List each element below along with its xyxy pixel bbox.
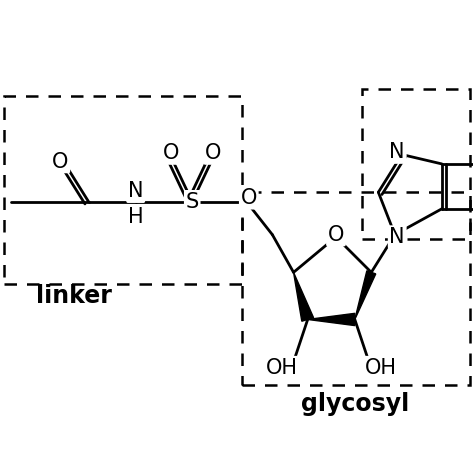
Text: N: N: [390, 142, 405, 162]
Text: S: S: [186, 191, 199, 212]
Text: OH: OH: [365, 357, 397, 377]
Text: O: O: [163, 143, 179, 163]
Text: OH: OH: [266, 357, 298, 377]
Text: N: N: [390, 227, 405, 247]
Text: O: O: [205, 143, 222, 163]
Polygon shape: [308, 313, 355, 326]
Polygon shape: [355, 271, 376, 319]
Polygon shape: [293, 273, 313, 321]
Text: glycosyl: glycosyl: [301, 392, 409, 416]
Text: linker: linker: [36, 284, 112, 308]
Text: O: O: [328, 225, 344, 245]
Text: O: O: [52, 152, 68, 172]
Text: H: H: [128, 207, 144, 227]
Text: O: O: [241, 188, 257, 208]
Text: N: N: [128, 181, 144, 201]
